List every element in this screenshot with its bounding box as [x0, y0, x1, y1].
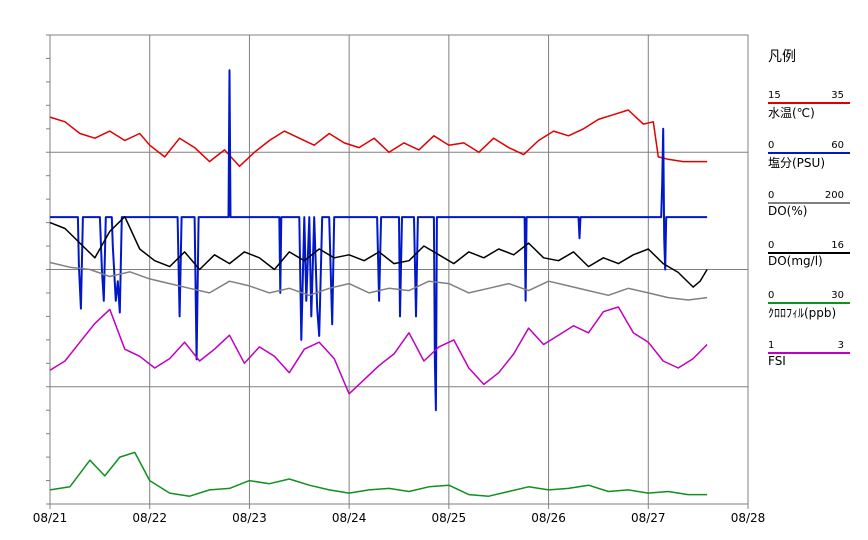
- legend-label: 水温(℃): [768, 106, 815, 120]
- series-line-2: [49, 261, 708, 301]
- legend-max: 3: [837, 340, 844, 351]
- legend-item: 0 30 ｸﾛﾛﾌｨﾙ(ppb): [768, 290, 850, 322]
- legend-min: 0: [768, 240, 775, 251]
- series-line-5: [49, 306, 708, 395]
- legend-swatch: [768, 302, 850, 304]
- x-tick-label: 08/26: [531, 511, 566, 525]
- legend-swatch: [768, 252, 850, 254]
- series-layer: [49, 69, 708, 497]
- x-tick-label: 08/25: [432, 511, 467, 525]
- series-line-0: [49, 109, 708, 168]
- legend-min: 15: [768, 90, 781, 101]
- legend-item: 15 35 水温(℃): [768, 90, 850, 122]
- legend-swatch: [768, 152, 850, 154]
- legend-max: 35: [831, 90, 844, 101]
- x-tick-label: 08/23: [232, 511, 267, 525]
- legend-item: 0 200 DO(%): [768, 190, 850, 222]
- legend-min: 0: [768, 290, 775, 301]
- legend-label: DO(mg/l): [768, 254, 823, 268]
- series-line-3: [49, 215, 708, 288]
- legend-max: 200: [824, 190, 844, 201]
- x-tick-label: 08/28: [731, 511, 766, 525]
- legend-swatch: [768, 202, 850, 204]
- series-line-1: [50, 69, 708, 412]
- legend-label: FSI: [768, 354, 786, 368]
- x-tick-label: 08/21: [33, 511, 68, 525]
- legend-item: 1 3 FSI: [768, 340, 850, 372]
- legend-label: 塩分(PSU): [768, 156, 826, 170]
- legend-swatch: [768, 352, 850, 354]
- legend-item: 0 16 DO(mg/l): [768, 240, 850, 272]
- legend-item: 0 60 塩分(PSU): [768, 140, 850, 172]
- legend-max: 16: [831, 240, 844, 251]
- legend-label: DO(%): [768, 204, 808, 218]
- x-tick-layer: 08/21 08/22 08/23 08/24 08/25 08/26 08/27 08/28: [33, 504, 766, 525]
- x-tick-label: 08/24: [332, 511, 367, 525]
- x-tick-label: 08/22: [132, 511, 167, 525]
- legend-max: 60: [831, 140, 844, 151]
- legend-min: 0: [768, 140, 775, 151]
- legend-min: 0: [768, 190, 775, 201]
- legend-max: 30: [831, 290, 844, 301]
- legend-swatch: [768, 102, 850, 104]
- legend-min: 1: [768, 340, 775, 351]
- grid-layer: [46, 34, 749, 505]
- x-tick-label: 08/27: [631, 511, 666, 525]
- series-line-4: [49, 451, 708, 497]
- legend-label: ｸﾛﾛﾌｨﾙ(ppb): [768, 306, 837, 320]
- legend-title: 凡例: [768, 49, 796, 65]
